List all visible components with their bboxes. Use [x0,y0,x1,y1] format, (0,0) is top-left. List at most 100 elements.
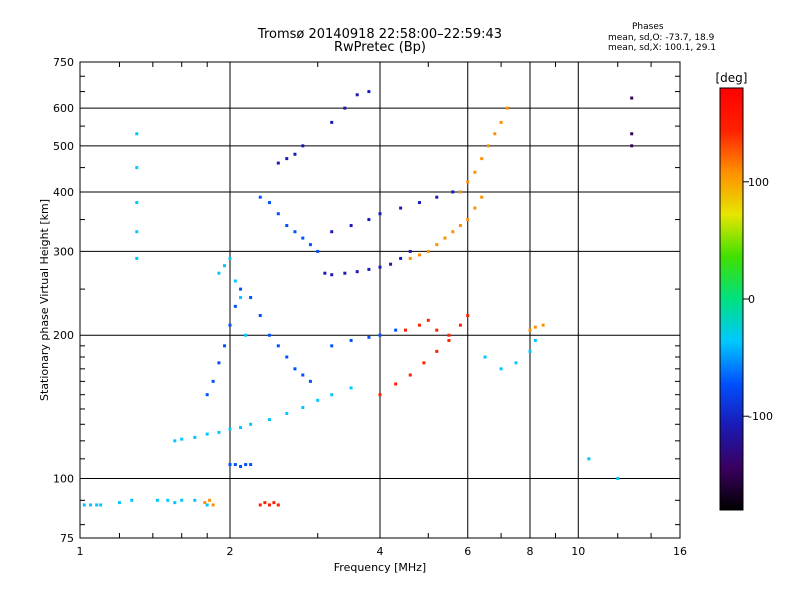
data-point [417,323,421,327]
data-point [486,144,490,148]
data-point [458,323,462,327]
data-point [447,333,451,337]
data-point [239,287,243,291]
data-point [355,93,359,97]
data-point [587,457,591,461]
data-point [367,218,371,222]
chart-subtitle: RwPretec (Bp) [333,40,427,55]
data-point [466,180,470,184]
data-point [473,170,477,174]
data-point [205,393,209,397]
data-point [293,230,297,234]
data-point [451,190,455,194]
data-point [367,267,371,271]
data-point [480,157,484,161]
colorbar [719,87,744,511]
data-point [217,361,221,365]
colorbar-label: [deg] [716,71,748,85]
data-point [249,463,253,467]
data-point [630,96,634,100]
data-point [263,501,267,505]
data-point [505,106,509,110]
data-point [267,333,271,337]
data-point [211,503,215,507]
data-point [228,463,232,467]
data-point [466,314,470,318]
x-tick-label: 8 [527,545,534,558]
data-point [276,212,280,216]
data-point [308,379,312,383]
data-point [330,344,334,348]
data-point [528,328,532,332]
data-point [367,90,371,94]
data-point [301,373,305,377]
stats-o-mode: mean, sd,O: -73.7, 18.9 [608,33,715,43]
x-axis-label: Frequency [MHz] [334,561,426,574]
data-point [378,333,382,337]
data-point [166,498,170,502]
data-point [399,206,403,210]
data-point [458,224,462,228]
data-point [267,201,271,205]
data-point [343,106,347,110]
data-point [135,166,139,170]
data-point [208,498,212,502]
data-point [493,132,497,136]
data-point [117,501,121,505]
data-point [180,498,184,502]
y-tick-label: 75 [60,532,74,545]
data-point [394,328,398,332]
x-tick-label: 10 [571,545,585,558]
y-tick-label: 300 [53,245,74,258]
data-point [239,296,243,300]
data-point [316,398,320,402]
data-point [408,256,412,260]
data-point [533,325,537,329]
y-tick-label: 200 [53,329,74,342]
data-point [130,498,134,502]
data-point [426,318,430,322]
y-tick-label: 500 [53,140,74,153]
data-point [173,439,177,443]
data-point [249,422,253,426]
data-point [499,367,503,371]
data-point [394,382,398,386]
data-point [330,393,334,397]
data-point [135,201,139,205]
data-point [458,190,462,194]
data-point [293,152,297,156]
data-point [249,296,253,300]
data-point [330,230,334,234]
x-tick-label: 2 [227,545,234,558]
data-point [630,132,634,136]
data-point [135,256,139,260]
data-point [180,437,184,441]
data-point [293,367,297,371]
data-point [330,273,334,277]
data-point [349,386,353,390]
data-point [308,243,312,247]
data-point [276,503,280,507]
x-tick-label: 4 [377,545,384,558]
stats-title: Phases [632,22,664,32]
data-point [378,265,382,269]
data-point [258,195,262,199]
data-point [272,501,276,505]
data-point [378,212,382,216]
data-point [258,314,262,318]
data-point [417,201,421,205]
data-point [228,256,232,260]
colorbar-tick-label: -100 [748,410,773,423]
colorbar-tick-label: 0 [748,293,755,306]
data-point [514,361,518,365]
data-point [343,271,347,275]
data-point [426,249,430,253]
data-point [483,355,487,359]
stats-x-mode: mean, sd,X: 100.1, 29.1 [608,43,717,53]
x-tick-label: 6 [464,545,471,558]
y-tick-label: 400 [53,186,74,199]
data-point [378,393,382,397]
data-point [417,253,421,257]
data-point [447,338,451,342]
